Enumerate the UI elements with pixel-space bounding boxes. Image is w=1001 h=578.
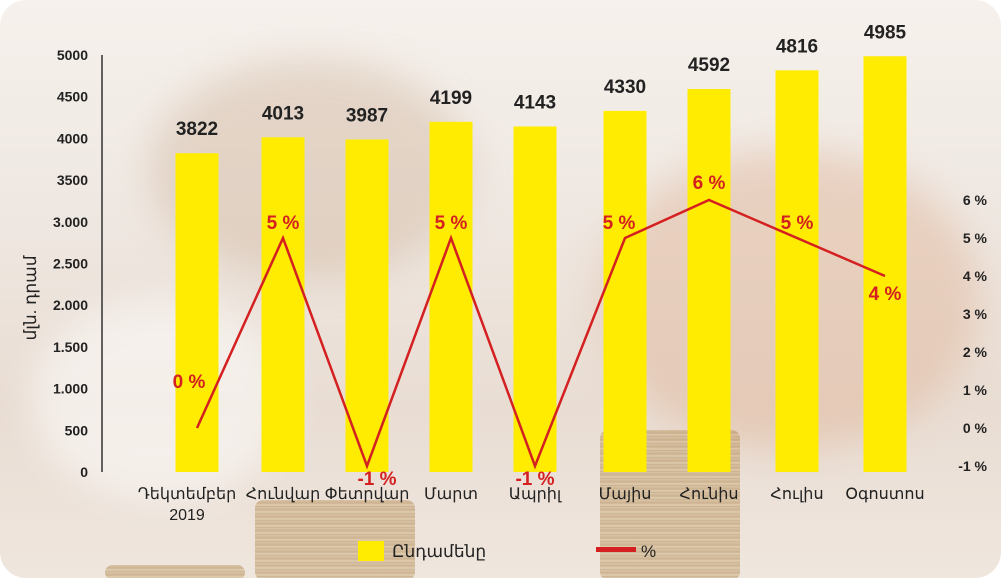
y-tick-label: 3.000 <box>53 214 88 230</box>
bar-value-label: 3822 <box>176 119 218 140</box>
x-tick-label: Ապրիլ <box>509 486 562 503</box>
percent-value-label: 5 % <box>267 213 300 234</box>
bar-value-label: 4199 <box>430 88 472 109</box>
x-tick-label: Հունվար <box>246 486 321 503</box>
y2-axis-ticks: -1 % 0 % 1 % 2 % 3 % 4 % 5 % 6 % <box>958 192 987 474</box>
percent-value-label: 6 % <box>693 173 726 194</box>
percent-line-series <box>195 198 886 470</box>
x-tick-label: Մարտ <box>424 486 478 503</box>
y2-tick-label: 6 % <box>963 192 988 208</box>
x-tick-label: Փետրվար <box>325 486 410 503</box>
y-tick-label: 0 <box>80 464 88 480</box>
x-tick-label: Հուլիս <box>770 486 823 503</box>
bar-value-label: 4330 <box>604 77 646 98</box>
bar-value-label: 4143 <box>514 92 556 113</box>
y2-tick-label: 0 % <box>963 420 988 436</box>
bar-1 <box>175 153 219 473</box>
y-tick-label: 4000 <box>57 130 88 146</box>
bar-value-label: 4985 <box>864 22 907 43</box>
bar-7 <box>687 89 731 473</box>
percent-value-label: -1 % <box>357 469 396 490</box>
percent-value-label: 5 % <box>435 213 468 234</box>
bar-value-label: 4816 <box>776 36 818 57</box>
legend-label-total: Ընդամենը <box>392 542 486 561</box>
bar-5 <box>513 126 557 472</box>
y-tick-label: 1.000 <box>53 381 88 397</box>
y2-tick-label: -1 % <box>958 458 987 474</box>
bar-value-labels: 3822 4013 3987 4199 4143 4330 4592 4816 4985 <box>176 22 907 140</box>
bar-value-label: 4013 <box>262 103 304 124</box>
legend-swatch-percent <box>596 547 636 552</box>
percent-value-label: -1 % <box>515 469 554 490</box>
legend-label-percent: % <box>641 542 656 561</box>
y-tick-label: 2.500 <box>53 256 88 272</box>
percent-value-label: 0 % <box>173 372 206 393</box>
percent-value-label: 5 % <box>603 213 636 234</box>
x-tick-label: Օգոստոս <box>845 486 924 503</box>
y-tick-label: 5000 <box>57 47 88 63</box>
y2-tick-label: 2 % <box>963 344 988 360</box>
bar-value-label: 3987 <box>346 105 388 126</box>
bar-4 <box>429 121 473 472</box>
x-tick-label: Հունիս <box>680 486 739 503</box>
y-tick-label: 1.500 <box>53 339 88 355</box>
bar-series <box>175 56 907 473</box>
bar-2 <box>261 137 305 472</box>
x-axis-labels: Դեկտեմբեր 2019 Հունվար Փետրվար Մարտ Ապրիլ Մայի… <box>138 486 925 524</box>
y-axis-ticks: 0 500 1.000 1.500 2.000 2.500 3.000 3500 4000 450… <box>53 47 88 480</box>
y2-tick-label: 5 % <box>963 230 988 246</box>
bar-8 <box>775 70 819 473</box>
percent-value-label: 5 % <box>781 213 814 234</box>
y-axis-title: մլն. դրամ <box>21 255 40 340</box>
bar-9 <box>863 56 907 472</box>
y-tick-label: 3500 <box>57 172 88 188</box>
percent-value-labels: 0 % 5 % -1 % 5 % -1 % 5 % 6 % 5 % 4 % <box>173 173 902 490</box>
y-tick-label: 500 <box>65 422 89 438</box>
y2-tick-label: 1 % <box>963 382 988 398</box>
bar-3 <box>345 139 389 473</box>
legend-swatch-total <box>358 541 384 561</box>
y-tick-label: 2.000 <box>53 297 88 313</box>
y-tick-label: 4500 <box>57 89 88 105</box>
y2-tick-label: 3 % <box>963 306 988 322</box>
percent-value-label: 4 % <box>869 284 902 305</box>
legend: Ընդամենը % <box>358 541 656 561</box>
bar-6 <box>603 110 647 473</box>
bar-value-label: 4592 <box>688 55 730 76</box>
x-tick-label: Դեկտեմբեր 2019 <box>138 486 237 524</box>
x-tick-label: Մայիս <box>599 486 652 503</box>
y2-tick-label: 4 % <box>963 268 988 284</box>
